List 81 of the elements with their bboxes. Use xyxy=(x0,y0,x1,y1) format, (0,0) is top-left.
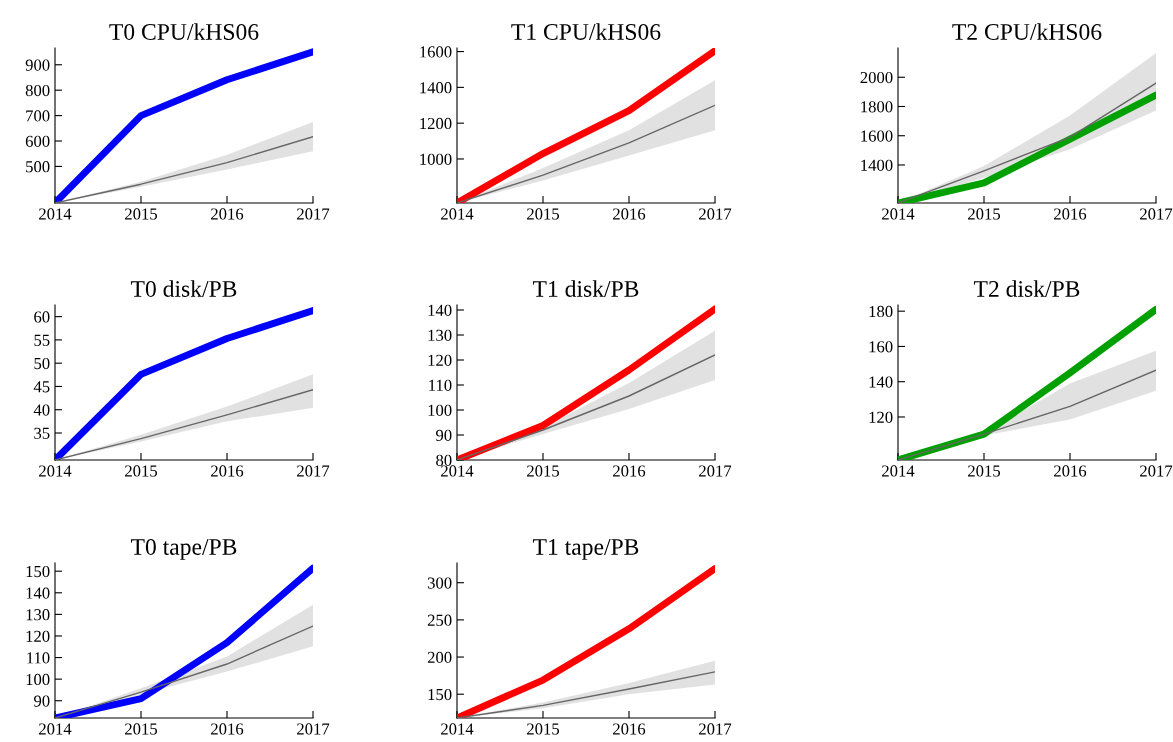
y-tick-label: 45 xyxy=(33,381,50,393)
x-tick-label: 2015 xyxy=(125,465,158,477)
x-tick-label: 2017 xyxy=(297,465,330,477)
x-tick-label: 2014 xyxy=(39,465,72,477)
y-tick-label: 35 xyxy=(34,427,50,439)
x-tick-label: 2016 xyxy=(613,723,646,735)
y-tick-label: 140 xyxy=(428,304,452,316)
y-tick-label: 900 xyxy=(25,59,50,71)
y-tick-label: 110 xyxy=(429,379,452,391)
x-tick-label: 2014 xyxy=(39,208,72,220)
x-tick-label: 2014 xyxy=(441,208,474,220)
y-tick-label: 120 xyxy=(869,411,893,423)
x-tick-label: 2016 xyxy=(1054,465,1087,477)
y-tick-label: 600 xyxy=(25,135,50,147)
y-tick-label: 300 xyxy=(427,577,452,589)
y-tick-label: 90 xyxy=(436,429,452,441)
x-tick-label: 2017 xyxy=(699,208,732,220)
y-tick-label: 100 xyxy=(26,673,50,686)
y-tick-label: 140 xyxy=(869,376,893,388)
x-tick-label: 2017 xyxy=(699,465,732,477)
y-tick-label: 150 xyxy=(26,565,50,578)
y-tick-label: 110 xyxy=(27,652,50,664)
y-tick-label: 500 xyxy=(26,161,50,173)
y-tick-label: 90 xyxy=(34,695,50,707)
x-tick-label: 2015 xyxy=(125,723,158,735)
y-tick-label: 120 xyxy=(428,354,452,366)
y-tick-label: 100 xyxy=(428,404,452,416)
y-tick-label: 180 xyxy=(869,305,893,318)
x-tick-label: 2016 xyxy=(1054,208,1087,220)
chart-title: T0 tape/PB xyxy=(130,538,237,560)
x-tick-label: 2017 xyxy=(1140,465,1173,477)
y-tick-label: 1600 xyxy=(861,130,893,142)
x-tick-label: 2014 xyxy=(441,465,474,477)
y-tick-label: 2000 xyxy=(860,71,893,84)
y-tick-label: 1400 xyxy=(420,82,452,94)
y-tick-label: 140 xyxy=(26,587,50,599)
y-tick-label: 55 xyxy=(34,334,50,346)
y-tick-label: 1200 xyxy=(420,117,452,130)
y-tick-label: 60 xyxy=(34,311,50,323)
chart-title: T1 tape/PB xyxy=(532,539,639,560)
chart-title: T2 CPU/kHS06 xyxy=(952,23,1102,40)
y-tick-label: 250 xyxy=(427,614,452,626)
x-tick-label: 2014 xyxy=(882,208,915,220)
x-tick-label: 2017 xyxy=(297,723,330,735)
y-tick-label: 1400 xyxy=(861,159,893,171)
x-tick-label: 2014 xyxy=(39,723,72,735)
x-tick-label: 2014 xyxy=(882,465,915,477)
y-tick-label: 160 xyxy=(869,341,893,353)
x-tick-label: 2015 xyxy=(527,465,560,477)
y-tick-label: 120 xyxy=(26,630,50,642)
x-tick-label: 2014 xyxy=(441,723,474,735)
y-tick-label: 800 xyxy=(25,84,50,97)
x-tick-label: 2016 xyxy=(211,208,244,220)
chart-title: T0 CPU/kHS06 xyxy=(109,23,259,40)
y-tick-label: 80 xyxy=(436,454,452,466)
chart-title: T1 disk/PB xyxy=(532,280,639,297)
y-tick-label: 130 xyxy=(26,609,50,621)
y-tick-label: 40 xyxy=(33,404,50,416)
x-tick-label: 2016 xyxy=(613,465,646,477)
y-tick-label: 130 xyxy=(428,329,452,341)
x-tick-label: 2016 xyxy=(211,465,244,477)
y-tick-label: 1800 xyxy=(861,101,893,113)
chart-title: T0 disk/PB xyxy=(130,280,237,297)
x-tick-label: 2015 xyxy=(527,208,560,220)
x-tick-label: 2016 xyxy=(613,208,646,220)
y-tick-label: 1000 xyxy=(420,153,452,165)
x-tick-label: 2015 xyxy=(968,465,1001,477)
x-tick-label: 2015 xyxy=(125,208,158,220)
y-tick-label: 1600 xyxy=(420,46,452,58)
x-tick-label: 2016 xyxy=(211,723,244,735)
x-tick-label: 2017 xyxy=(297,208,330,220)
x-tick-label: 2015 xyxy=(527,723,560,735)
y-tick-label: 50 xyxy=(34,357,50,370)
chart-title: T2 disk/PB xyxy=(973,280,1080,297)
x-tick-label: 2017 xyxy=(1140,208,1173,220)
y-tick-label: 200 xyxy=(427,651,452,663)
chart-title: T1 CPU/kHS06 xyxy=(511,23,661,40)
x-tick-label: 2017 xyxy=(699,723,732,735)
y-tick-label: 700 xyxy=(26,110,50,122)
x-tick-label: 2015 xyxy=(968,208,1001,220)
y-tick-label: 150 xyxy=(428,688,452,701)
